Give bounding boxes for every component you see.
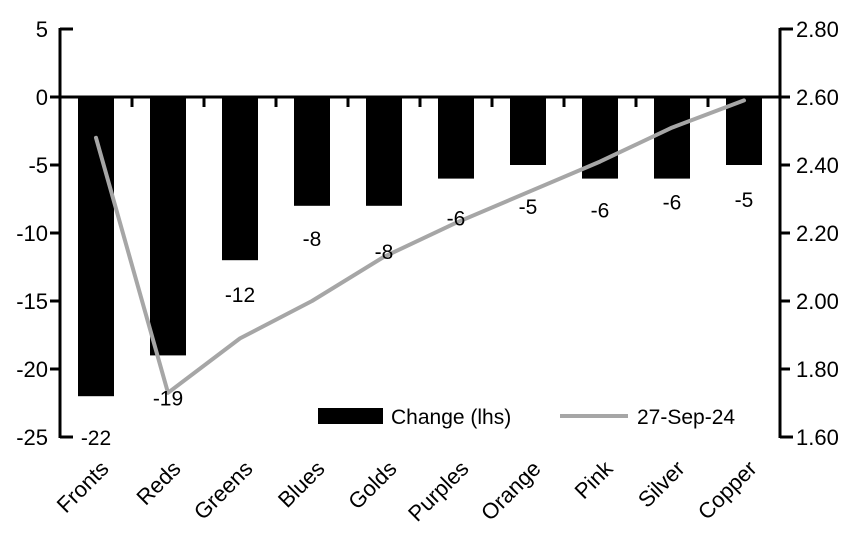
legend-bar-swatch [318,408,383,424]
bar-data-label: -12 [225,284,255,307]
bar-greens [222,97,258,261]
bar-golds [366,97,402,206]
category-label-copper: Copper [693,456,762,525]
line-series [94,98,746,395]
left-axis-tick-label: -20 [16,357,48,382]
bar-data-label: -8 [375,241,394,264]
bar-fronts [78,97,114,397]
bar-blues [294,97,330,206]
category-label-golds: Golds [343,456,401,514]
left-axis-tick-label: 5 [36,17,48,42]
bar-data-label: -5 [519,196,538,219]
category-label-blues: Blues [273,456,330,513]
right-axis-tick-label: 1.60 [796,425,839,450]
category-label-silver: Silver [633,456,690,513]
left-axis-tick-label: -5 [28,153,48,178]
bar-purples [438,97,474,179]
legend: Change (lhs) 27-Sep-24 [318,406,735,429]
category-label-orange: Orange [476,456,546,526]
axes [50,27,793,439]
bar-data-label: -6 [447,208,466,231]
right-axis-tick-label: 2.20 [796,221,839,246]
left-axis-tick-label: -25 [16,425,48,450]
right-axis-tick-label: 2.80 [796,17,839,42]
bar-data-label: -6 [591,200,610,223]
legend-label-bar: Change (lhs) [391,406,511,429]
bar-data-label: -5 [735,189,754,212]
left-axis-labels: 5 0 -5 -10 -15 -20 -25 [16,17,48,450]
bar-data-label: -19 [153,387,183,410]
category-label-purples: Purples [403,456,473,526]
category-label-reds: Reds [132,456,186,510]
right-axis-tick-label: 1.80 [796,357,839,382]
bar-data-label: -22 [81,427,111,450]
category-label-pink: Pink [570,455,619,504]
bar-data-labels: -22 -19 -12 -8 -8 -6 -5 -6 -6 -5 [81,189,754,450]
bar-data-label: -6 [663,192,682,215]
right-axis-tick-label: 2.40 [796,153,839,178]
bar-orange [510,97,546,165]
right-axis-tick-label: 2.60 [796,85,839,110]
left-axis-tick-label: -10 [16,221,48,246]
bar-silver [654,97,690,179]
bar-data-label: -8 [303,228,322,251]
right-axis-tick-label: 2.00 [796,289,839,314]
bar-series [78,97,762,397]
category-label-fronts: Fronts [52,456,114,518]
category-label-greens: Greens [189,456,258,525]
bar-reds [150,97,186,356]
category-labels: Fronts Reds Greens Blues Golds Purples Orange P… [52,455,762,526]
left-axis-tick-label: 0 [36,85,48,110]
bar-copper [726,97,762,165]
right-axis-labels: 2.80 2.60 2.40 2.20 2.00 1.80 1.60 [796,17,839,450]
legend-label-line: 27-Sep-24 [637,406,735,429]
left-axis-tick-label: -15 [16,289,48,314]
